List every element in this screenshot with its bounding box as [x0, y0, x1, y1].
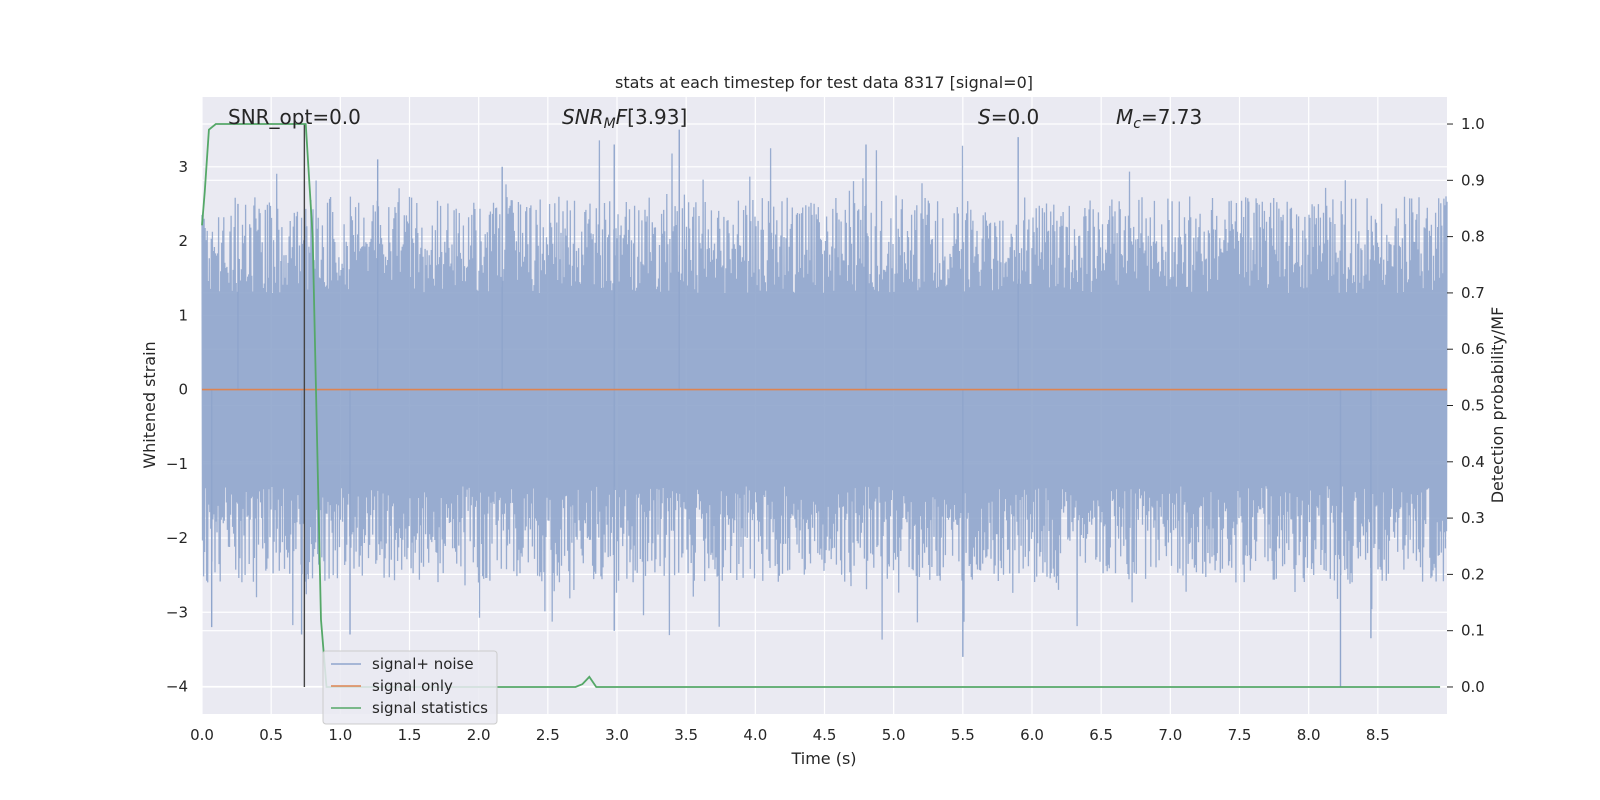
x-tick-label: 2.5 [536, 726, 560, 744]
legend-label-noise: signal+ noise [372, 655, 474, 673]
y2-tick-label: 0.4 [1461, 453, 1485, 471]
x-tick-label: 4.0 [743, 726, 767, 744]
x-tick-label: 1.0 [328, 726, 352, 744]
x-tick-label: 6.5 [1089, 726, 1113, 744]
y2-tick-label: 1.0 [1461, 115, 1485, 133]
x-tick-label: 1.5 [398, 726, 422, 744]
y-axis: 3 2 1 0 −1 −2 −3 −4 [166, 158, 188, 696]
y-tick-label: 1 [178, 306, 188, 324]
x-tick-label: 6.0 [1020, 726, 1044, 744]
y-tick-label: −3 [166, 603, 188, 621]
y2-tick-label: 0.2 [1461, 565, 1485, 583]
y2-tick-label: 0.0 [1461, 678, 1485, 696]
x-axis: 0.0 0.5 1.0 1.5 2.0 2.5 3.0 3.5 4.0 4.5 5.0 5.5 6.0 6… [190, 726, 1390, 744]
y-tick-label: −1 [166, 455, 188, 473]
y2-tick-label: 0.3 [1461, 509, 1485, 527]
annotation-snr-mf-value: [3.93] [627, 105, 687, 129]
y2-tick-label: 0.7 [1461, 284, 1485, 302]
y-tick-label: −4 [166, 678, 188, 696]
y-tick-label: 3 [178, 158, 188, 176]
x-tick-label: 4.5 [813, 726, 837, 744]
chart-title: stats at each timestep for test data 831… [615, 73, 1033, 92]
legend: signal+ noise signal only signal statist… [322, 650, 498, 725]
y-tick-label: 2 [178, 232, 188, 250]
y2-tick-label: 0.1 [1461, 622, 1485, 640]
x-tick-label: 3.5 [674, 726, 698, 744]
noise-series [201, 129, 1448, 687]
y2-axis-label: Detection probability/MF [1488, 307, 1507, 504]
annotation-mc: Mc=7.73 [1116, 105, 1202, 132]
noise-line [201, 140, 1448, 640]
x-tick-label: 3.0 [605, 726, 629, 744]
x-tick-label: 8.5 [1366, 726, 1390, 744]
x-tick-label: 5.5 [951, 726, 975, 744]
y-tick-label: 0 [178, 381, 188, 399]
x-tick-label: 0.0 [190, 726, 214, 744]
y2-tick-label: 0.6 [1461, 340, 1485, 358]
legend-label-signal: signal only [372, 677, 453, 695]
annotation-snr-opt: SNR_opt=0.0 [228, 105, 361, 129]
y2-tick-label: 0.9 [1461, 171, 1485, 189]
y2-tick-label: 0.8 [1461, 228, 1485, 246]
x-tick-label: 8.0 [1297, 726, 1321, 744]
annotation-snr-mf: SNRMF[3.93] [562, 105, 687, 132]
legend-label-stats: signal statistics [372, 699, 488, 717]
x-tick-label: 5.0 [882, 726, 906, 744]
annotation-mc-value: =7.73 [1141, 105, 1202, 129]
annotation-s-value: =0.0 [991, 105, 1040, 129]
legend-box [322, 650, 498, 725]
y2-tick-label: 0.5 [1461, 397, 1485, 415]
y2-axis: 1.0 0.9 0.8 0.7 0.6 0.5 0.4 0.3 0.2 0.1 0.0 [1447, 115, 1485, 696]
annotation-s: S=0.0 [978, 105, 1039, 129]
x-tick-label: 7.5 [1228, 726, 1252, 744]
x-axis-label: Time (s) [790, 749, 856, 768]
x-tick-label: 0.5 [259, 726, 283, 744]
y-axis-label: Whitened strain [140, 341, 159, 468]
x-tick-label: 7.0 [1158, 726, 1182, 744]
x-tick-label: 2.0 [467, 726, 491, 744]
y-tick-label: −2 [166, 529, 188, 547]
